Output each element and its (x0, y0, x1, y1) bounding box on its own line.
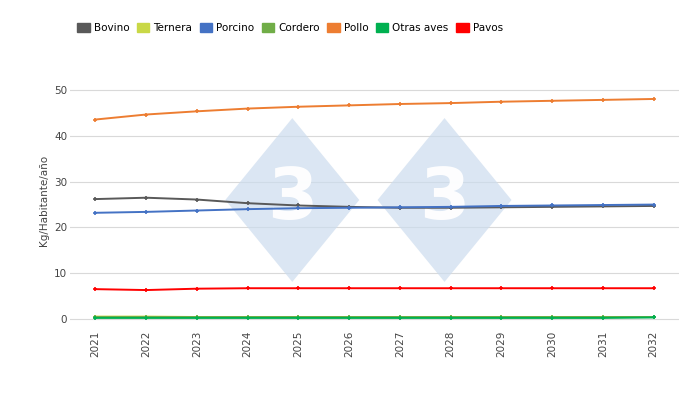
Text: 3: 3 (267, 166, 318, 234)
Text: 3: 3 (419, 166, 470, 234)
Y-axis label: Kg/Habitante/año: Kg/Habitante/año (38, 154, 48, 246)
Legend: Bovino, Ternera, Porcino, Cordero, Pollo, Otras aves, Pavos: Bovino, Ternera, Porcino, Cordero, Pollo… (75, 21, 505, 35)
Polygon shape (377, 118, 512, 282)
Polygon shape (225, 118, 359, 282)
